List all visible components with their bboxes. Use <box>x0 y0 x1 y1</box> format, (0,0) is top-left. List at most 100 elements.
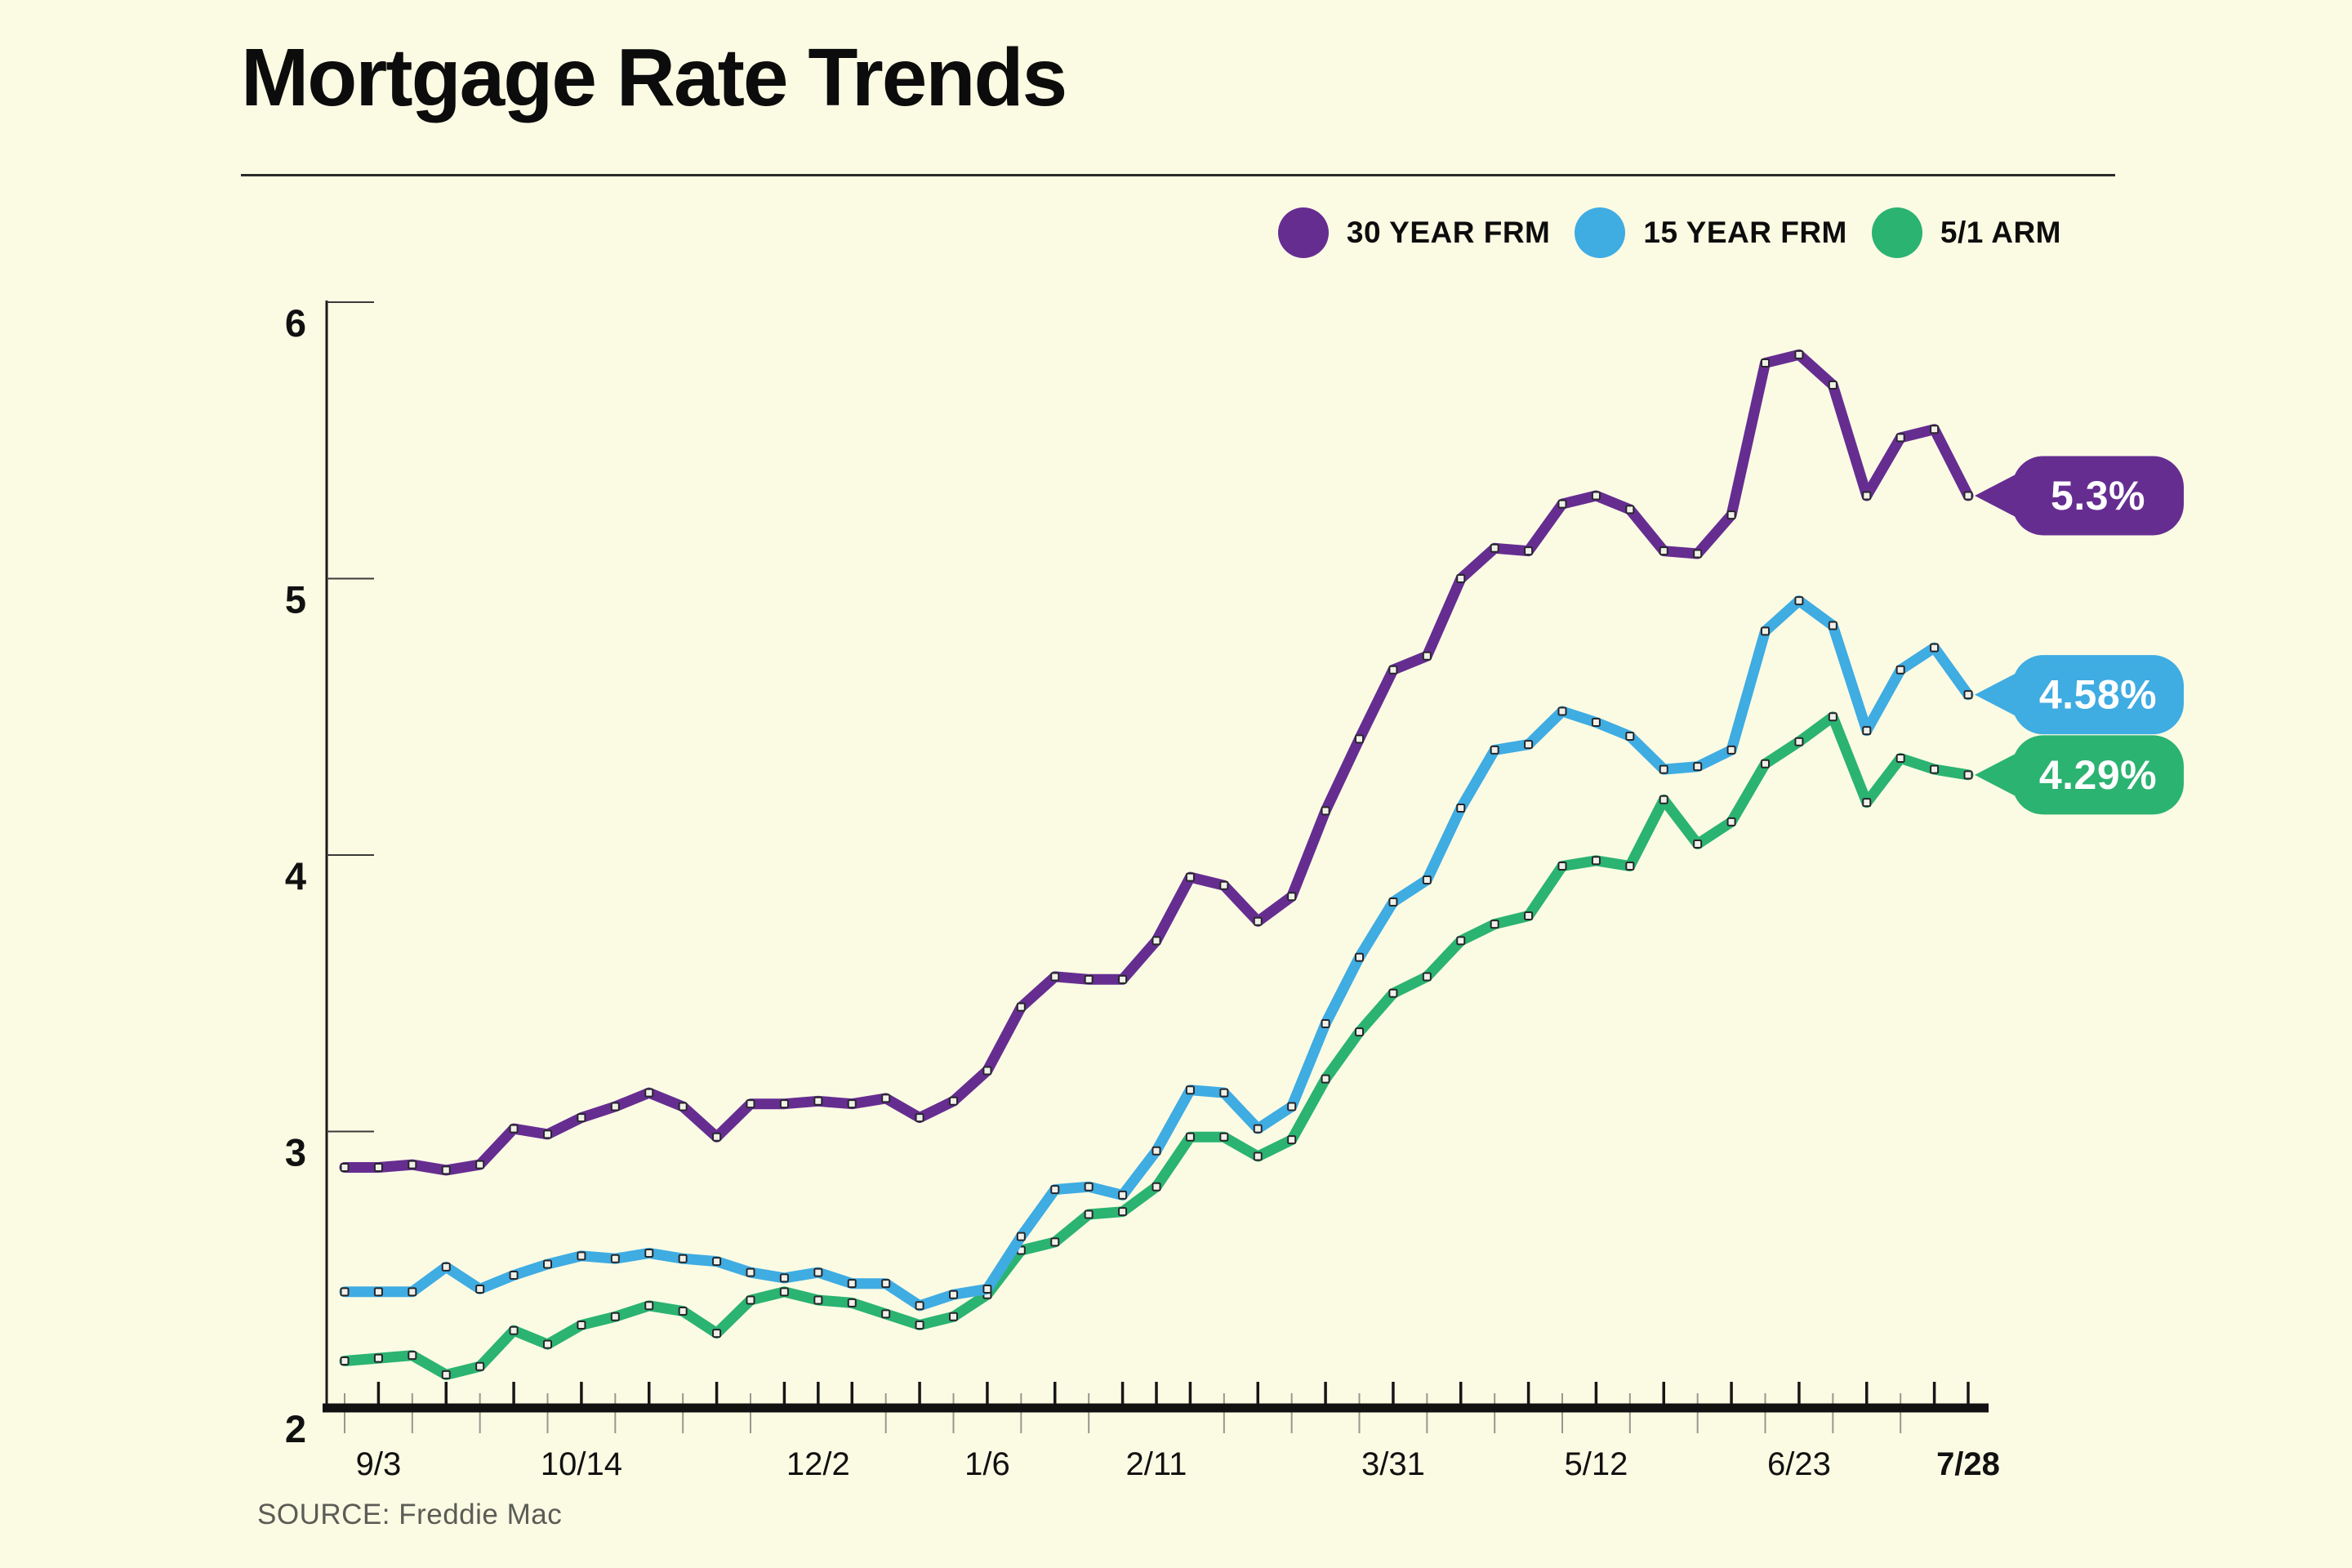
data-point-marker <box>712 1329 722 1339</box>
data-point-marker <box>949 1290 958 1299</box>
data-point-marker <box>441 1370 451 1379</box>
data-point-marker <box>1895 754 1905 764</box>
data-point-marker <box>1524 740 1534 750</box>
data-point-marker <box>847 1099 857 1109</box>
data-point-marker <box>475 1160 485 1169</box>
x-tick-label: 12/2 <box>786 1446 850 1482</box>
data-point-marker <box>1219 880 1229 890</box>
data-point-marker <box>1761 626 1770 636</box>
data-point-marker <box>340 1356 350 1365</box>
value-bubble-30-year-frm: 5.3% <box>1975 456 2184 536</box>
data-point-marker <box>1355 734 1364 744</box>
data-point-marker <box>1016 1232 1026 1241</box>
legend-dot-icon <box>1575 207 1626 258</box>
data-point-marker <box>1963 690 1973 700</box>
data-point-marker <box>1084 1209 1094 1219</box>
data-point-marker <box>1185 1085 1195 1095</box>
data-point-marker <box>1219 1088 1229 1098</box>
data-point-marker <box>1355 952 1364 962</box>
data-point-marker <box>1794 596 1804 606</box>
data-point-marker <box>1118 1190 1128 1200</box>
data-point-marker <box>644 1248 654 1258</box>
data-point-marker <box>746 1267 755 1277</box>
data-point-marker <box>1862 798 1872 808</box>
value-bubble-body <box>2012 456 2184 536</box>
data-point-marker <box>915 1301 924 1311</box>
data-point-marker <box>746 1295 755 1305</box>
data-point-marker <box>813 1096 823 1106</box>
y-tick-label: 5 <box>285 578 306 621</box>
data-point-marker <box>1794 350 1804 359</box>
data-point-marker <box>1828 712 1838 722</box>
data-point-marker <box>982 1066 992 1076</box>
data-point-marker <box>881 1309 891 1319</box>
data-point-marker <box>644 1088 654 1098</box>
data-point-marker <box>1253 1152 1263 1161</box>
data-point-marker <box>543 1129 552 1139</box>
data-point-marker <box>1930 425 1940 434</box>
data-point-marker <box>1321 1018 1330 1028</box>
data-point-marker <box>1185 1132 1195 1142</box>
value-bubble-label: 4.58% <box>2039 672 2157 718</box>
data-point-marker <box>1456 803 1466 813</box>
data-point-marker <box>1963 491 1973 501</box>
data-point-marker <box>543 1339 552 1349</box>
y-tick-label: 2 <box>285 1407 306 1450</box>
source-note: SOURCE: Freddie Mac <box>257 1499 563 1530</box>
data-point-marker <box>1287 892 1297 902</box>
data-point-marker <box>1152 1146 1161 1156</box>
data-point-marker <box>712 1132 722 1142</box>
data-point-marker <box>610 1254 620 1263</box>
data-point-marker <box>847 1279 857 1289</box>
data-point-marker <box>1761 358 1770 368</box>
data-point-marker <box>577 1320 586 1330</box>
data-point-marker <box>712 1257 722 1267</box>
page-title: Mortgage Rate Trends <box>241 32 1067 123</box>
data-point-marker <box>1557 499 1567 509</box>
data-point-marker <box>881 1279 891 1289</box>
data-point-marker <box>1287 1135 1297 1145</box>
data-point-marker <box>1490 920 1499 929</box>
data-point-marker <box>1118 974 1128 984</box>
data-point-marker <box>509 1325 519 1335</box>
data-point-marker <box>373 1353 383 1363</box>
data-point-marker <box>1321 806 1330 816</box>
data-point-marker <box>509 1271 519 1281</box>
y-tick-label: 4 <box>285 854 306 898</box>
value-bubble-15-year-frm: 4.58% <box>1975 655 2184 735</box>
x-tick-label: 3/31 <box>1361 1446 1425 1482</box>
data-point-marker <box>577 1251 586 1261</box>
x-tick-label: 9/3 <box>356 1446 402 1482</box>
data-point-marker <box>1794 737 1804 746</box>
data-point-marker <box>1253 1124 1263 1134</box>
data-point-marker <box>1895 665 1905 675</box>
data-point-marker <box>746 1099 755 1109</box>
data-point-marker <box>779 1287 789 1297</box>
data-point-marker <box>340 1163 350 1173</box>
data-point-marker <box>1591 491 1601 501</box>
data-point-marker <box>1355 1027 1364 1037</box>
data-point-marker <box>1490 543 1499 553</box>
data-point-marker <box>847 1298 857 1307</box>
data-point-marker <box>1557 862 1567 871</box>
value-bubble-tail <box>1975 672 2017 717</box>
data-point-marker <box>1761 759 1770 768</box>
data-point-marker <box>1930 643 1940 653</box>
data-point-marker <box>1152 1182 1161 1192</box>
data-point-marker <box>1557 706 1567 716</box>
series-line-15-year-frm <box>339 595 1974 1312</box>
data-point-marker <box>1422 875 1432 884</box>
data-point-marker <box>1591 718 1601 728</box>
data-point-marker <box>408 1287 417 1297</box>
value-bubble-body <box>2012 655 2184 735</box>
data-point-marker <box>1828 621 1838 630</box>
data-point-marker <box>1625 505 1635 514</box>
y-tick-label: 6 <box>285 301 306 345</box>
data-point-marker <box>678 1254 688 1263</box>
x-tick-label: 10/14 <box>541 1446 622 1482</box>
data-point-marker <box>1388 988 1398 998</box>
legend-item-5-1-arm: 5/1 ARM <box>1871 207 2061 258</box>
data-point-marker <box>1219 1132 1229 1142</box>
data-point-marker <box>610 1102 620 1111</box>
